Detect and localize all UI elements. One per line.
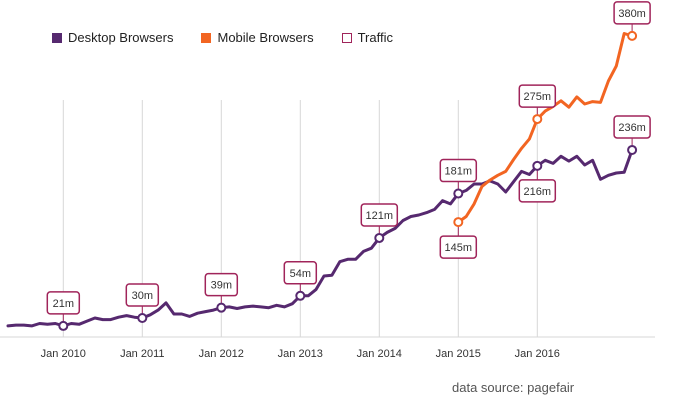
annotation-275m: 275m	[518, 84, 557, 125]
annotation-145m: 145m	[439, 217, 478, 259]
annotation-236m: 236m	[613, 115, 651, 155]
annotation-label: 145m	[445, 242, 473, 254]
legend-label-traffic: Traffic	[357, 30, 393, 45]
data-point-marker	[627, 144, 638, 155]
annotation-label: 236m	[618, 122, 646, 134]
data-point-marker	[627, 30, 638, 41]
annotation-box	[518, 179, 557, 203]
annotation-121m: 121m	[360, 203, 399, 243]
annotation-181m: 181m	[439, 158, 478, 199]
annotation-box	[613, 115, 651, 139]
legend-label-mobile: Mobile Browsers	[217, 30, 314, 45]
annotation-box	[283, 261, 318, 285]
data-point-marker	[216, 302, 227, 313]
legend-swatch-desktop	[52, 32, 62, 43]
legend-item-mobile[interactable]: Mobile Browsers	[201, 30, 314, 45]
annotation-label: 30m	[132, 290, 153, 302]
data-point-marker	[374, 232, 385, 243]
annotation-label: 181m	[445, 166, 473, 178]
data-point-marker	[532, 160, 543, 171]
annotation-box	[46, 291, 81, 315]
annotation-box	[613, 1, 651, 25]
annotation-39m: 39m	[204, 272, 239, 313]
annotation-box	[360, 203, 399, 227]
data-point-marker	[58, 320, 69, 331]
annotation-label: 275m	[524, 91, 552, 103]
annotation-216m: 216m	[518, 160, 557, 203]
annotation-label: 216m	[524, 186, 552, 198]
annotation-box	[204, 272, 239, 297]
annotation-21m: 21m	[46, 291, 81, 331]
annotation-box	[439, 235, 478, 259]
legend-item-desktop[interactable]: Desktop Browsers	[52, 30, 173, 45]
data-point-marker	[295, 290, 306, 301]
annotation-label: 39m	[211, 280, 232, 292]
annotation-30m: 30m	[125, 283, 160, 323]
series-line-desktop	[6, 148, 634, 328]
legend-label-desktop: Desktop Browsers	[68, 30, 174, 45]
data-point-marker	[453, 188, 464, 199]
legend: Desktop Browsers Mobile Browsers Traffic	[52, 30, 421, 45]
annotation-380m: 380m	[613, 1, 651, 41]
data-point-marker	[532, 114, 543, 125]
legend-swatch-traffic	[341, 32, 352, 43]
x-tick-label: Jan 2012	[199, 348, 244, 360]
data-point-marker	[453, 217, 464, 228]
x-tick-label: Jan 2011	[120, 348, 164, 360]
annotation-label: 21m	[53, 298, 74, 310]
data-source-note: data source: pagefair	[452, 380, 575, 395]
x-tick-label: Jan 2014	[357, 348, 402, 360]
x-tick-label: Jan 2010	[41, 348, 86, 360]
annotation-label: 54m	[290, 268, 311, 280]
annotation-label: 121m	[366, 210, 394, 222]
x-tick-label: Jan 2013	[278, 348, 323, 360]
annotation-box	[439, 158, 478, 183]
annotation-box	[125, 283, 160, 307]
series-line-mobile	[456, 32, 634, 224]
legend-item-traffic[interactable]: Traffic	[341, 30, 393, 45]
annotation-label: 380m	[618, 8, 646, 20]
annotation-box	[518, 84, 557, 108]
data-point-marker	[137, 312, 148, 323]
x-tick-label: Jan 2015	[436, 348, 481, 360]
legend-swatch-mobile	[201, 32, 212, 43]
x-tick-label: Jan 2016	[515, 348, 560, 360]
annotation-54m: 54m	[283, 261, 318, 301]
